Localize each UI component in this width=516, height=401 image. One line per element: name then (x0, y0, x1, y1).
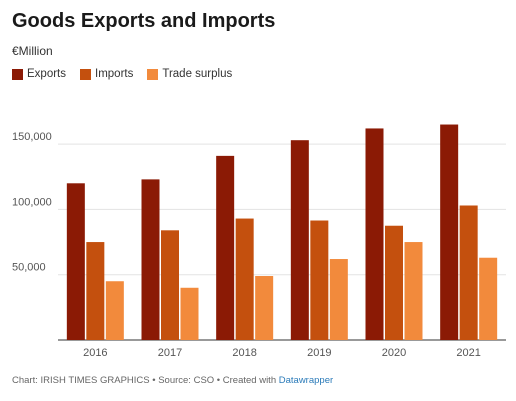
chart-subtitle: €Million (12, 44, 53, 58)
x-tick-label: 2017 (158, 347, 182, 359)
bar-trade-surplus-2016 (105, 281, 124, 340)
legend-label-exports: Exports (27, 68, 66, 80)
legend-label-trade-surplus: Trade surplus (162, 68, 233, 80)
chart-title: Goods Exports and Imports (12, 10, 276, 32)
chart-footer: Chart: IRISH TIMES GRAPHICS • Source: CS… (12, 375, 333, 386)
bar-imports-2021 (459, 205, 478, 340)
x-tick-label: 2016 (83, 347, 107, 359)
bar-exports-2020 (365, 128, 384, 340)
bar-exports-2016 (66, 183, 85, 340)
legend-swatch-imports (80, 68, 91, 80)
bar-exports-2017 (141, 179, 160, 340)
bar-imports-2019 (310, 220, 329, 340)
bar-trade-surplus-2020 (404, 242, 423, 340)
legend-swatch-trade-surplus (147, 68, 159, 80)
legend-item-imports: Imports (80, 68, 133, 80)
footer-credit: Chart: IRISH TIMES GRAPHICS • Source: CS… (12, 375, 279, 386)
datawrapper-link[interactable]: Datawrapper (278, 375, 334, 386)
bar-exports-2019 (290, 140, 309, 340)
legend: Exports Imports Trade surplus (12, 68, 232, 80)
legend-item-exports: Exports (12, 68, 66, 80)
legend-swatch-exports (12, 68, 23, 80)
y-tick-label: 50,000 (12, 262, 46, 274)
bar-imports-2016 (86, 242, 105, 340)
x-tick-label: 2020 (382, 347, 406, 359)
x-tick-label: 2019 (307, 347, 331, 359)
bar-imports-2020 (385, 225, 403, 340)
bar-trade-surplus-2019 (329, 259, 348, 340)
y-tick-label: 150,000 (12, 131, 52, 143)
bar-imports-2017 (161, 230, 179, 340)
bar-trade-surplus-2018 (255, 276, 274, 340)
bar-imports-2018 (235, 218, 254, 340)
legend-label-imports: Imports (95, 68, 134, 80)
x-tick-label: 2021 (456, 347, 480, 359)
y-tick-label: 100,000 (12, 196, 52, 208)
bar-exports-2021 (440, 124, 459, 340)
bar-exports-2018 (216, 155, 235, 340)
x-tick-label: 2018 (232, 347, 256, 359)
legend-item-trade-surplus: Trade surplus (147, 68, 232, 80)
bar-trade-surplus-2017 (180, 287, 199, 340)
bar-trade-surplus-2021 (479, 257, 498, 340)
